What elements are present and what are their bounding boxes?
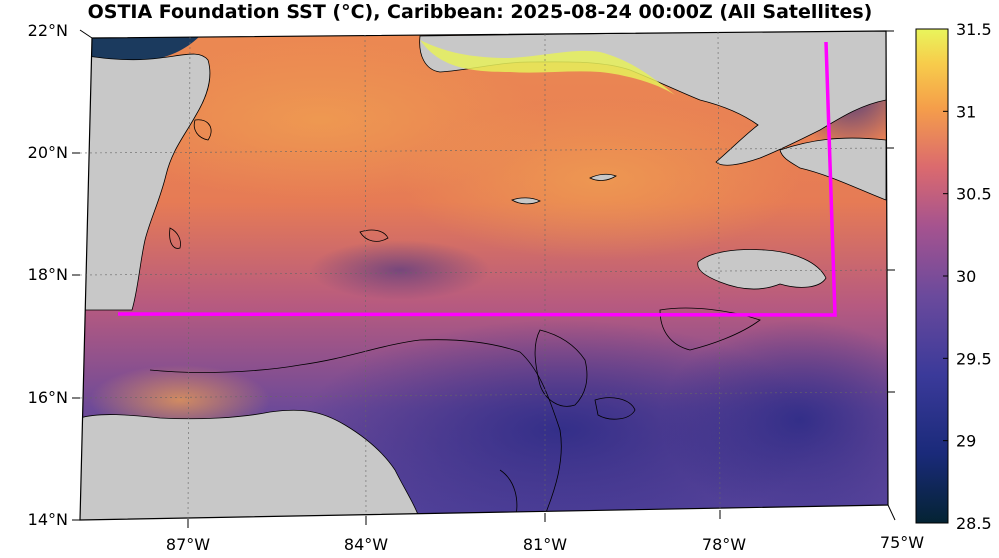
colorbar-tick-label: 31.5 [956,20,992,39]
lon-label-75w: 75°W [880,533,924,552]
colorbar-tick-label: 30.5 [956,185,992,204]
lon-label-84w: 84°W [344,535,388,554]
land-hispaniola [779,137,887,201]
highlight-region [117,41,837,317]
colorbar-tick-label: 30 [956,267,976,286]
land-yucatan [80,53,211,311]
colorbar-tick-label: 29.5 [956,349,992,368]
land-central-america [80,409,421,520]
lat-label-18n: 18°N [28,265,68,284]
lat-label-14n: 14°N [28,510,68,529]
lon-label-87w: 87°W [166,535,210,554]
lat-label-20n: 20°N [28,143,68,162]
page-title: OSTIA Foundation SST (°C), Caribbean: 20… [87,1,873,23]
lat-label-16n: 16°N [28,388,68,407]
colorbar-gradient [915,28,949,524]
colorbar-tick-label: 29 [956,432,976,451]
graticule [79,31,888,520]
colorbar: 31.5 31 30.5 30 29.5 29 28.5 [915,20,992,533]
colorbar-tick-label: 28.5 [956,514,992,533]
lon-label-78w: 78°W [702,535,746,554]
colorbar-tick-label: 31 [956,102,976,121]
sst-field [80,31,888,520]
frame-ticks [72,29,896,528]
lon-label-81w: 81°W [523,535,567,554]
lat-label-22n: 22°N [28,21,68,40]
land-jamaica [697,249,827,290]
